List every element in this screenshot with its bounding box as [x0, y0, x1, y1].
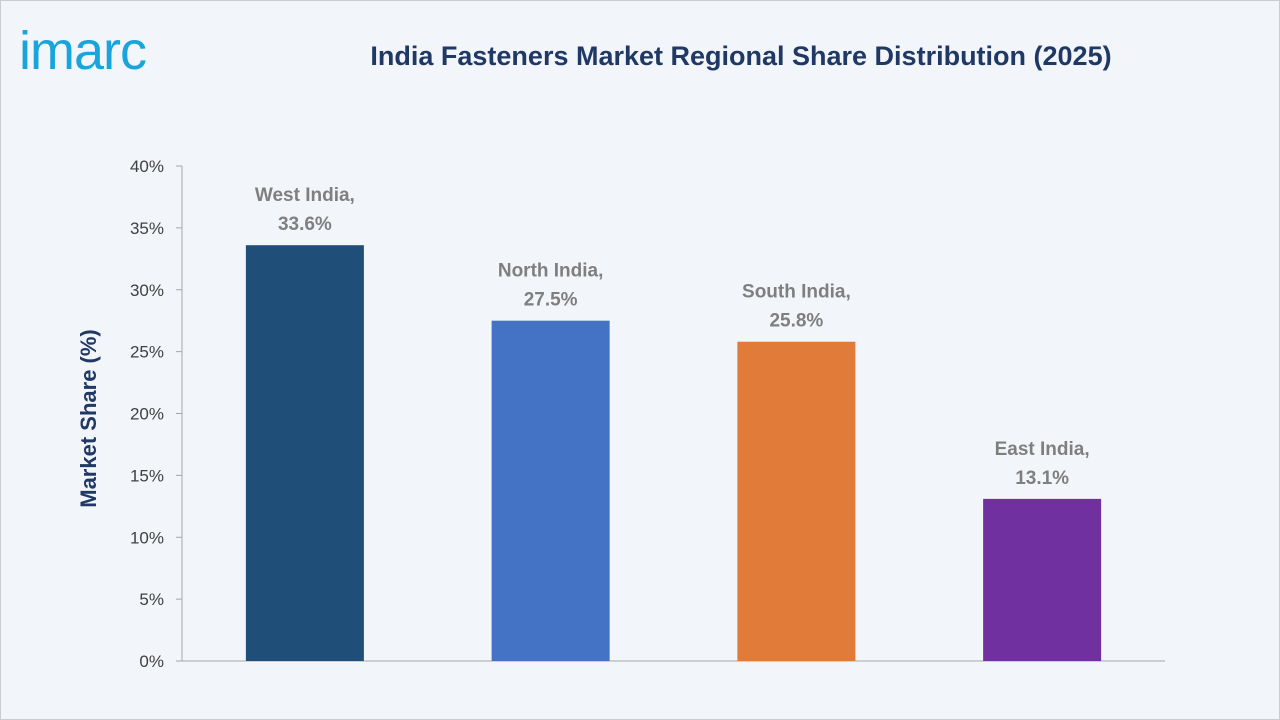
y-tick-label: 5%	[139, 590, 164, 609]
bar-north-india	[491, 320, 610, 661]
data-label-value: 13.1%	[1015, 468, 1069, 489]
data-label-region: North India,	[498, 261, 604, 282]
data-label-value: 25.8%	[769, 311, 823, 332]
data-label-value: 27.5%	[524, 290, 578, 311]
data-label-region: West India,	[255, 185, 355, 206]
y-tick-label: 0%	[139, 652, 164, 671]
data-label-region: East India,	[995, 439, 1090, 460]
imarc-logo: imarc	[19, 19, 209, 83]
y-axis-title: Market Share (%)	[76, 329, 101, 508]
data-label-region: South India,	[742, 282, 851, 303]
logo-text: imarc	[19, 21, 147, 81]
y-tick-label: 10%	[130, 528, 164, 547]
y-tick-label: 25%	[130, 343, 164, 362]
bar-west-india	[245, 245, 364, 661]
bar-east-india	[983, 498, 1102, 661]
y-tick-label: 35%	[130, 219, 164, 238]
bar-south-india	[737, 341, 856, 661]
y-tick-label: 15%	[130, 466, 164, 485]
y-tick-label: 40%	[130, 157, 164, 176]
y-tick-label: 20%	[130, 405, 164, 424]
y-tick-label: 30%	[130, 281, 164, 300]
chart-title: India Fasteners Market Regional Share Di…	[370, 41, 1112, 71]
data-label-value: 33.6%	[278, 214, 332, 235]
